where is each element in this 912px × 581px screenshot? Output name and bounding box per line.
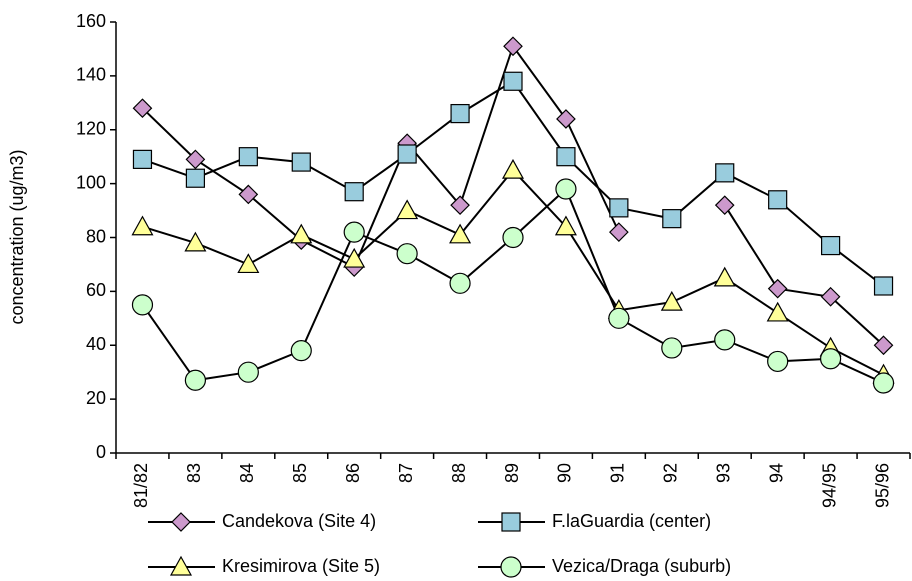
marker bbox=[767, 350, 789, 373]
marker bbox=[501, 158, 525, 179]
marker bbox=[715, 163, 735, 183]
marker bbox=[131, 294, 154, 316]
marker bbox=[768, 190, 788, 210]
marker bbox=[609, 222, 629, 242]
marker bbox=[449, 272, 471, 294]
y-tick-label: 120 bbox=[76, 119, 106, 139]
marker bbox=[556, 109, 576, 129]
x-tick-label: 85 bbox=[290, 463, 310, 483]
marker bbox=[608, 307, 630, 329]
y-axis-title: concentration (ug/m3) bbox=[7, 149, 27, 324]
x-tick-label: 87 bbox=[396, 463, 416, 483]
marker bbox=[661, 337, 683, 359]
x-tick-label: 95/96 bbox=[872, 463, 892, 508]
marker bbox=[131, 215, 154, 236]
legend-marker bbox=[171, 512, 191, 532]
x-tick-label: 93 bbox=[713, 463, 733, 483]
marker bbox=[872, 372, 895, 394]
marker bbox=[555, 178, 577, 200]
marker bbox=[185, 149, 206, 170]
marker bbox=[767, 278, 788, 299]
marker bbox=[714, 195, 735, 216]
y-tick-label: 80 bbox=[86, 226, 106, 246]
marker bbox=[291, 152, 311, 172]
x-tick-label: 90 bbox=[555, 463, 575, 483]
x-tick-label: 92 bbox=[661, 463, 681, 483]
marker bbox=[662, 209, 682, 229]
marker bbox=[343, 247, 366, 268]
legend-label: Kresimirova (Site 5) bbox=[222, 556, 380, 576]
y-tick-label: 100 bbox=[76, 172, 106, 192]
marker bbox=[873, 276, 894, 296]
marker bbox=[184, 231, 207, 252]
marker bbox=[450, 103, 470, 124]
y-tick-label: 140 bbox=[76, 65, 106, 85]
x-tick-label: 91 bbox=[608, 463, 628, 483]
marker bbox=[503, 71, 523, 91]
x-tick-label: 83 bbox=[184, 463, 204, 483]
marker bbox=[503, 36, 523, 57]
marker bbox=[873, 335, 894, 356]
marker bbox=[820, 235, 841, 256]
marker bbox=[184, 369, 206, 391]
marker bbox=[450, 195, 470, 216]
marker bbox=[237, 361, 259, 383]
marker bbox=[502, 226, 524, 249]
y-tick-label: 20 bbox=[86, 388, 106, 408]
marker bbox=[660, 290, 683, 311]
legend-label: Vezica/Draga (suburb) bbox=[552, 556, 731, 576]
marker bbox=[766, 301, 789, 322]
marker bbox=[714, 329, 736, 351]
y-tick-label: 160 bbox=[76, 11, 106, 31]
legend-marker bbox=[169, 555, 193, 576]
y-tick-label: 0 bbox=[96, 442, 106, 462]
y-tick-label: 60 bbox=[86, 280, 106, 300]
marker bbox=[609, 198, 629, 218]
y-tick-label: 40 bbox=[86, 334, 106, 354]
marker bbox=[713, 266, 736, 287]
x-tick-label: 86 bbox=[343, 463, 363, 483]
marker bbox=[185, 168, 205, 188]
legend-marker bbox=[501, 512, 521, 532]
x-tick-label: 88 bbox=[449, 463, 469, 483]
x-tick-label: 89 bbox=[502, 463, 522, 483]
legend-label: F.laGuardia (center) bbox=[552, 511, 711, 531]
x-tick-label: 94 bbox=[766, 463, 786, 483]
x-tick-label: 84 bbox=[237, 463, 257, 483]
x-tick-label: 94/95 bbox=[819, 463, 839, 508]
legend-marker bbox=[500, 556, 522, 578]
marker bbox=[238, 147, 258, 167]
marker bbox=[132, 149, 153, 169]
marker bbox=[397, 144, 417, 164]
marker bbox=[290, 340, 312, 362]
marker bbox=[237, 253, 260, 274]
marker bbox=[132, 98, 153, 119]
marker bbox=[449, 223, 472, 244]
marker bbox=[556, 147, 576, 167]
x-tick-label: 81/82 bbox=[131, 463, 151, 508]
marker bbox=[396, 243, 418, 265]
series-line bbox=[141, 44, 885, 346]
marker bbox=[819, 348, 842, 370]
series-line bbox=[142, 79, 885, 287]
marker bbox=[343, 221, 365, 243]
marker bbox=[344, 182, 364, 202]
marker bbox=[820, 286, 841, 307]
marker bbox=[554, 215, 577, 236]
marker bbox=[396, 199, 419, 220]
marker bbox=[290, 223, 313, 244]
legend-label: Candekova (Site 4) bbox=[222, 511, 376, 531]
marker bbox=[238, 184, 259, 205]
